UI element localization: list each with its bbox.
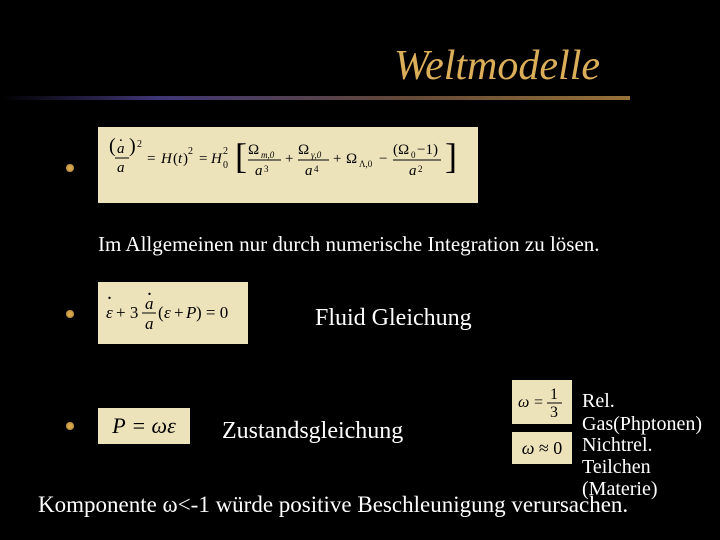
svg-text:+ 3: + 3 [116,303,138,322]
bullet-icon [66,422,74,430]
svg-text:.: . [107,282,112,304]
equation-fluid: ε . + 3 a . a ( ε + P ) = 0 [98,282,248,344]
svg-text:ε: ε [106,303,113,322]
svg-text:ω: ω [518,394,529,411]
svg-text:2: 2 [137,139,142,150]
svg-text:(Ω: (Ω [393,142,409,158]
svg-text:[: [ [235,136,247,176]
svg-text:=: = [534,394,543,411]
bullet-icon [66,164,74,172]
title-underline [0,96,630,100]
svg-text:0: 0 [223,160,228,171]
svg-text:(: ( [109,135,116,157]
svg-text:γ,0: γ,0 [311,150,322,160]
svg-text:+: + [285,151,293,167]
svg-text:Ω: Ω [298,142,309,158]
svg-text:−1): −1) [417,142,438,158]
svg-text:) = 0: ) = 0 [196,303,228,322]
svg-text:+: + [174,303,184,322]
svg-text:4: 4 [314,164,319,174]
komponente-note: Komponente ω<-1 würde positive Beschleun… [38,492,628,518]
svg-text:H: H [160,151,173,167]
svg-text:a: a [305,163,313,179]
svg-text:1: 1 [550,386,558,403]
svg-text:=: = [147,151,155,167]
svg-text:H: H [210,151,223,167]
svg-text:+: + [333,151,341,167]
svg-text:a: a [409,163,417,179]
svg-text:3: 3 [264,164,269,174]
svg-text:]: ] [445,136,457,176]
svg-text:2: 2 [418,164,423,174]
svg-text:3: 3 [550,404,558,421]
svg-text:2: 2 [188,146,193,157]
svg-text:0: 0 [411,150,416,160]
equation-friedmann: ( a . a ) 2 = H ( t ) 2 = H 0 2 [ Ω m,0 … [98,127,478,203]
svg-text:a: a [145,314,154,333]
state-equation-label: Zustandsgleichung [222,418,403,445]
svg-text:Ω: Ω [248,142,259,158]
svg-text:=: = [199,151,207,167]
svg-text:2: 2 [223,146,228,157]
integration-note: Im Allgemeinen nur durch numerische Inte… [98,232,600,257]
svg-text:m,0: m,0 [261,150,275,160]
svg-text:.: . [147,282,152,300]
svg-text:−: − [379,151,387,167]
equation-omega-radiation: ω = 1 3 [512,380,572,424]
nonrelativistic-label: Nichtrel. Teilchen (Materie) [582,434,720,500]
svg-text:P: P [185,303,196,322]
svg-text:a: a [117,160,125,176]
svg-text:.: . [119,130,123,145]
relativistic-gas-label: Rel. Gas(Phptonen) [582,390,720,436]
svg-text:ε: ε [164,303,171,322]
slide-title: Weltmodelle [394,42,600,90]
equation-state: P = ωε [98,408,190,444]
equation-omega-matter: ω ≈ 0 [512,432,572,464]
svg-text:): ) [129,135,136,157]
svg-text:Λ,0: Λ,0 [359,159,373,169]
svg-text:Ω: Ω [346,151,357,167]
svg-text:a: a [255,163,263,179]
fluid-equation-label: Fluid Gleichung [315,305,472,332]
bullet-icon [66,310,74,318]
nichtrel-line1: Nichtrel. Teilchen [582,434,653,478]
